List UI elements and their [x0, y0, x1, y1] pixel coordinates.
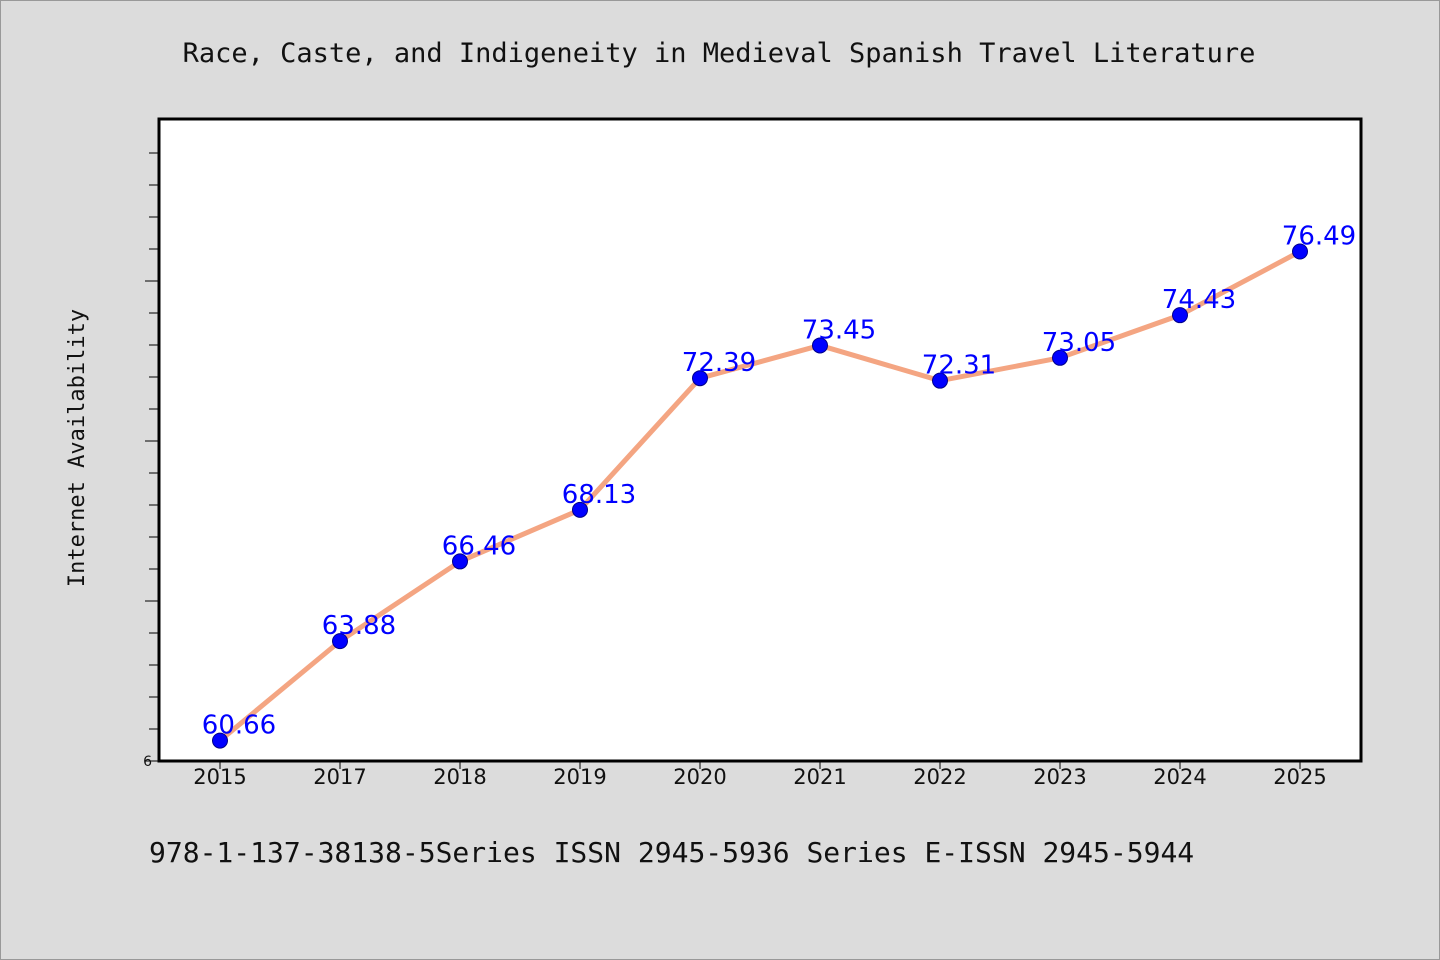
data-point [692, 370, 708, 387]
footer-isbn-text: 978-1-137-38138-5Series ISSN 2945-5936 S… [149, 836, 1194, 869]
series-line-group [218, 249, 1302, 743]
x-tick-label: 2020 [673, 765, 726, 789]
data-point [1172, 307, 1188, 324]
data-point [212, 732, 228, 749]
data-label: 60.66 [202, 711, 276, 741]
series-line [218, 249, 1302, 743]
plot-area [157, 117, 1363, 763]
x-tick-label: 2015 [193, 765, 246, 789]
data-label: 63.88 [322, 611, 396, 641]
data-point [1292, 243, 1308, 260]
x-tick-label: 2022 [913, 765, 966, 789]
data-point [332, 633, 348, 650]
chart-title: Race, Caste, and Indigeneity in Medieval… [183, 38, 1256, 69]
x-tick-label: 2018 [433, 765, 486, 789]
x-tick-label: 2017 [313, 765, 366, 789]
data-label: 68.13 [562, 480, 636, 510]
data-point [812, 337, 828, 354]
data-label: 72.39 [682, 348, 756, 378]
data-label: 73.05 [1042, 328, 1116, 358]
data-point [452, 553, 468, 570]
x-tick-label: 2019 [553, 765, 606, 789]
x-tick-label: 2023 [1033, 765, 1086, 789]
data-point [1052, 349, 1068, 366]
x-tick-label: 2024 [1153, 765, 1206, 789]
y-axis-label: Internet Availability [65, 309, 90, 587]
x-axis-ticks: 2015 2017 2018 2019 2020 2021 2022 2023 2024 2025 [193, 761, 1327, 789]
x-tick-label: 2025 [1273, 765, 1326, 789]
data-label: 72.31 [922, 351, 996, 381]
data-label: 73.45 [802, 315, 876, 345]
data-label: 66.46 [442, 531, 516, 561]
y-tick-label: 6 [143, 754, 152, 770]
x-tick-label: 2021 [793, 765, 846, 789]
markers-group [212, 243, 1308, 749]
data-label: 76.49 [1282, 222, 1356, 252]
data-labels-group: 60.66 63.88 66.46 68.13 72.39 73.45 72.31 73.05… [202, 222, 1356, 741]
data-label: 74.43 [1162, 285, 1236, 315]
y-axis-ticks [145, 152, 159, 762]
data-point [932, 372, 948, 389]
data-point [572, 501, 588, 518]
